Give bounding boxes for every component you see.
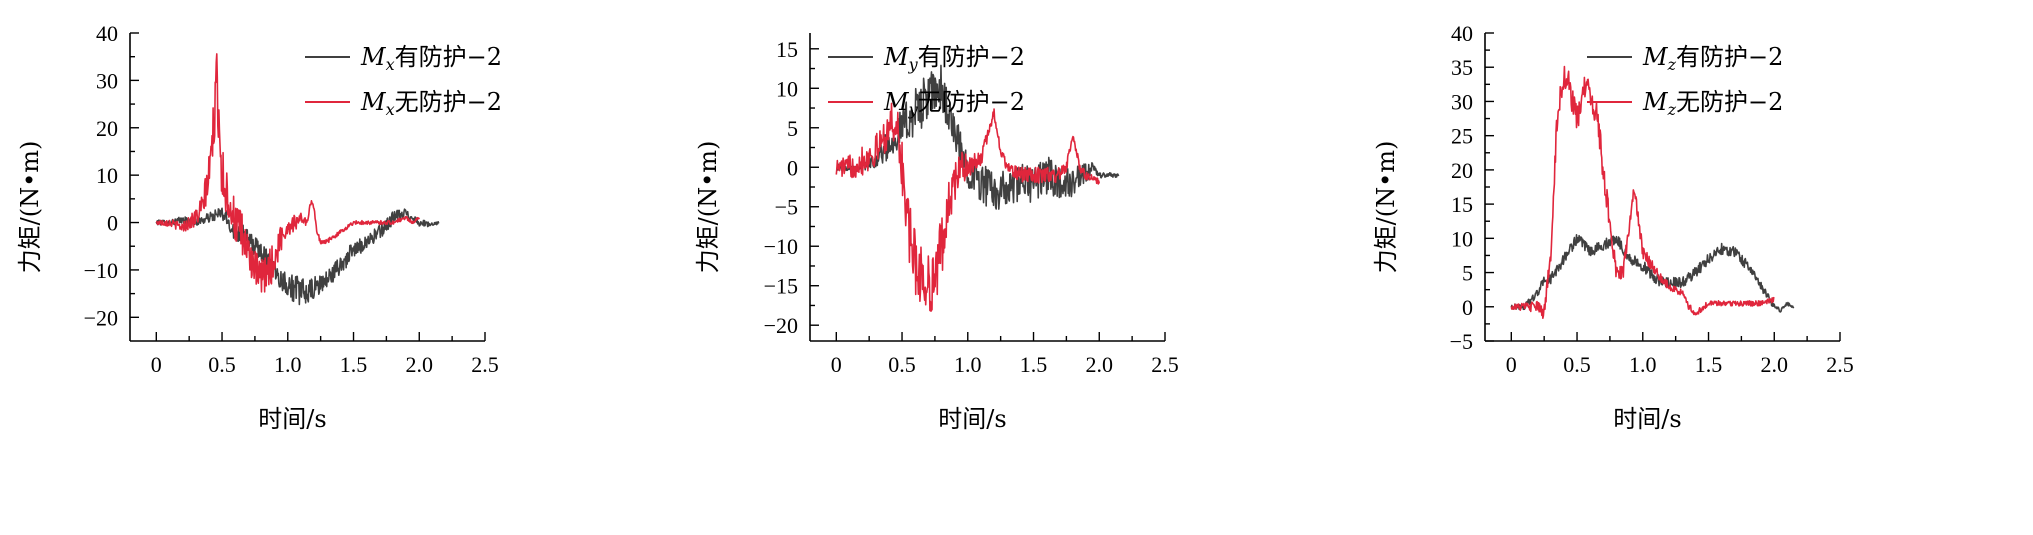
legend-subscript: x — [386, 100, 395, 119]
y-axis-title: 力矩/(N•m) — [694, 141, 722, 274]
y-tick-label: 15 — [1451, 192, 1473, 217]
y-tick-label: −10 — [764, 234, 798, 259]
legend-text: 有防护−2 — [1676, 43, 1783, 71]
legend-label: Mz无防护−2 — [1642, 88, 1783, 119]
legend-symbol: M — [883, 88, 910, 116]
x-tick-label: 1.5 — [1020, 352, 1048, 377]
y-tick-label: 40 — [1451, 21, 1473, 46]
plot-area — [1510, 65, 1795, 320]
series-line-unprotected — [1510, 65, 1775, 320]
legend-text: 无防护−2 — [918, 88, 1025, 116]
x-tick-label: 2.5 — [1151, 352, 1179, 377]
series-line-unprotected — [155, 53, 420, 293]
legend-label: Mx无防护−2 — [360, 88, 502, 119]
y-axis-title: 力矩/(N•m) — [16, 141, 44, 274]
y-tick-label: 0 — [107, 211, 118, 236]
plot-area — [835, 64, 1120, 312]
y-tick-label: 40 — [96, 21, 118, 46]
y-tick-label: 0 — [787, 155, 798, 180]
series-line-protected — [836, 64, 1120, 210]
legend-symbol: M — [360, 88, 387, 116]
axes: 0 0.5 1.0 1.5 2.0 2.5 −5 0 5 10 15 20 25 30 35 40 — [1450, 21, 1854, 377]
my-moment-chart: 0 0.5 1.0 1.5 2.0 2.5 −20 −15 −10 −5 0 5 10 15 时间/s 力矩/… — [694, 33, 1179, 433]
x-tick-label: 2.5 — [1826, 352, 1854, 377]
legend-symbol: M — [883, 43, 910, 71]
y-tick-label: −20 — [764, 313, 798, 338]
y-tick-label: −5 — [775, 195, 798, 220]
y-tick-label: 30 — [96, 68, 118, 93]
x-tick-label: 1.0 — [1629, 352, 1657, 377]
y-tick-label: −10 — [84, 258, 118, 283]
series-line-unprotected — [835, 102, 1101, 312]
x-axis-title: 时间/s — [938, 405, 1006, 433]
legend-label: My有防护−2 — [883, 43, 1025, 74]
y-tick-label: −5 — [1450, 329, 1473, 354]
y-tick-label: 5 — [787, 116, 798, 141]
y-tick-label: 15 — [776, 37, 798, 62]
axes: 0 0.5 1.0 1.5 2.0 2.5 −20 −15 −10 −5 0 5 10 15 — [764, 33, 1179, 377]
legend-subscript: z — [1667, 100, 1677, 119]
x-axis-title: 时间/s — [258, 405, 326, 433]
x-tick-label: 0 — [151, 352, 162, 377]
y-axis-title: 力矩/(N•m) — [1372, 141, 1400, 274]
y-tick-label: 10 — [1451, 226, 1473, 251]
series-line-protected — [1510, 233, 1795, 313]
x-tick-label: 1.5 — [1695, 352, 1723, 377]
y-tick-label: 35 — [1451, 55, 1473, 80]
legend-label: My无防护−2 — [883, 88, 1025, 119]
x-tick-label: 0 — [831, 352, 842, 377]
x-tick-label: 0.5 — [1563, 352, 1591, 377]
legend-subscript: x — [386, 55, 395, 74]
mx-moment-chart: 0 0.5 1.0 1.5 2.0 2.5 −20 −10 0 10 20 30 40 时间/s 力矩/(N… — [16, 21, 502, 433]
y-tick-label: 25 — [1451, 124, 1473, 149]
y-tick-label: 5 — [1462, 261, 1473, 286]
x-tick-label: 2.5 — [471, 352, 499, 377]
legend-subscript: z — [1667, 55, 1677, 74]
y-tick-label: −20 — [84, 305, 118, 330]
x-tick-label: 1.0 — [274, 352, 302, 377]
plot-area — [155, 53, 440, 306]
x-tick-label: 1.5 — [340, 352, 368, 377]
axes: 0 0.5 1.0 1.5 2.0 2.5 −20 −10 0 10 20 30 40 — [84, 21, 499, 377]
legend-text: 无防护−2 — [1676, 88, 1783, 116]
y-tick-label: 0 — [1462, 295, 1473, 320]
x-tick-label: 0.5 — [888, 352, 916, 377]
x-tick-label: 2.0 — [406, 352, 434, 377]
y-tick-label: 10 — [96, 163, 118, 188]
y-tick-label: 20 — [1451, 158, 1473, 183]
legend-label: Mz有防护−2 — [1642, 43, 1783, 74]
y-tick-label: 20 — [96, 116, 118, 141]
x-axis-title: 时间/s — [1613, 405, 1681, 433]
legend-label: Mx有防护−2 — [360, 43, 502, 74]
legend-symbol: M — [1642, 88, 1669, 116]
y-tick-label: 10 — [776, 76, 798, 101]
legend-symbol: M — [360, 43, 387, 71]
legend-text: 有防护−2 — [918, 43, 1025, 71]
x-tick-label: 0 — [1506, 352, 1517, 377]
y-tick-label: 30 — [1451, 89, 1473, 114]
legend-symbol: M — [1642, 43, 1669, 71]
legend-subscript: y — [908, 55, 919, 74]
y-tick-label: −15 — [764, 274, 798, 299]
series-line-protected — [155, 207, 440, 306]
legend-subscript: y — [908, 100, 919, 119]
x-tick-label: 2.0 — [1761, 352, 1789, 377]
mz-moment-chart: 0 0.5 1.0 1.5 2.0 2.5 −5 0 5 10 15 20 25 30 35 40 时间/s 力矩… — [1372, 21, 1854, 433]
x-tick-label: 0.5 — [208, 352, 236, 377]
legend-text: 有防护−2 — [395, 43, 502, 71]
x-tick-label: 2.0 — [1086, 352, 1114, 377]
x-tick-label: 1.0 — [954, 352, 982, 377]
legend-text: 无防护−2 — [395, 88, 502, 116]
